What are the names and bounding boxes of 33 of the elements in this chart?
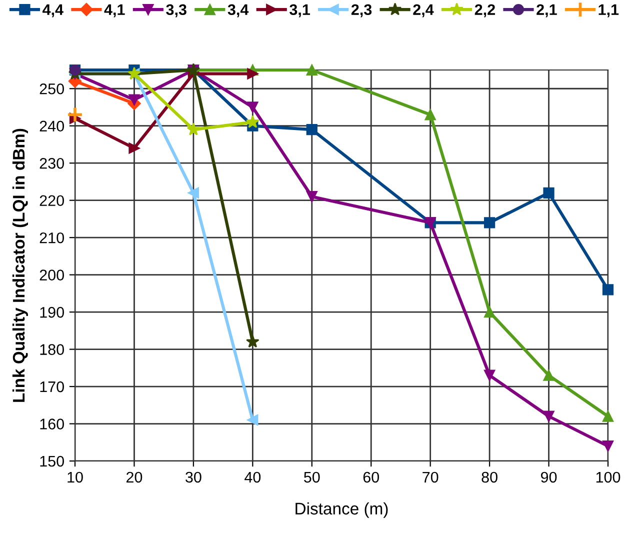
x-tick-label: 60 [363,472,380,483]
x-tick-label: 90 [541,472,557,483]
legend-label: 4,1 [104,4,125,18]
y-tick-label: 170 [40,381,64,392]
legend-label: 3,1 [290,4,310,18]
legend-label: 2,2 [474,4,495,18]
legend-label: 2,3 [351,4,372,18]
x-tick-label: 20 [126,472,142,483]
x-axis-title: Distance (m) [296,502,388,518]
legend-label: 4,4 [42,4,64,18]
x-tick-label: 10 [68,472,83,483]
legend-label: 1,1 [598,4,619,18]
y-tick-label: 210 [40,232,64,244]
legend-label: 2,4 [413,4,434,18]
x-tick-label: 80 [482,472,498,483]
x-tick-label: 70 [422,472,438,483]
y-axis-title: Link Quality Indicator (LQI in dBm) [12,128,28,402]
y-tick-label: 200 [40,270,64,280]
x-tick-label: 40 [244,472,261,483]
y-tick-label: 220 [40,195,64,206]
y-tick-label: 240 [40,120,64,132]
legend-label: 3,3 [166,4,186,18]
y-tick-label: 180 [40,344,64,355]
x-tick-label: 100 [596,472,620,483]
x-tick-label: 50 [304,472,320,483]
legend-label: 3,4 [228,4,249,18]
y-tick-label: 230 [40,158,64,169]
y-tick-label: 250 [40,83,64,94]
y-tick-label: 190 [40,306,64,318]
y-tick-label: 150 [40,456,64,467]
y-tick-label: 160 [40,418,64,430]
legend-label: 2,1 [536,4,557,18]
x-tick-label: 30 [186,472,202,483]
